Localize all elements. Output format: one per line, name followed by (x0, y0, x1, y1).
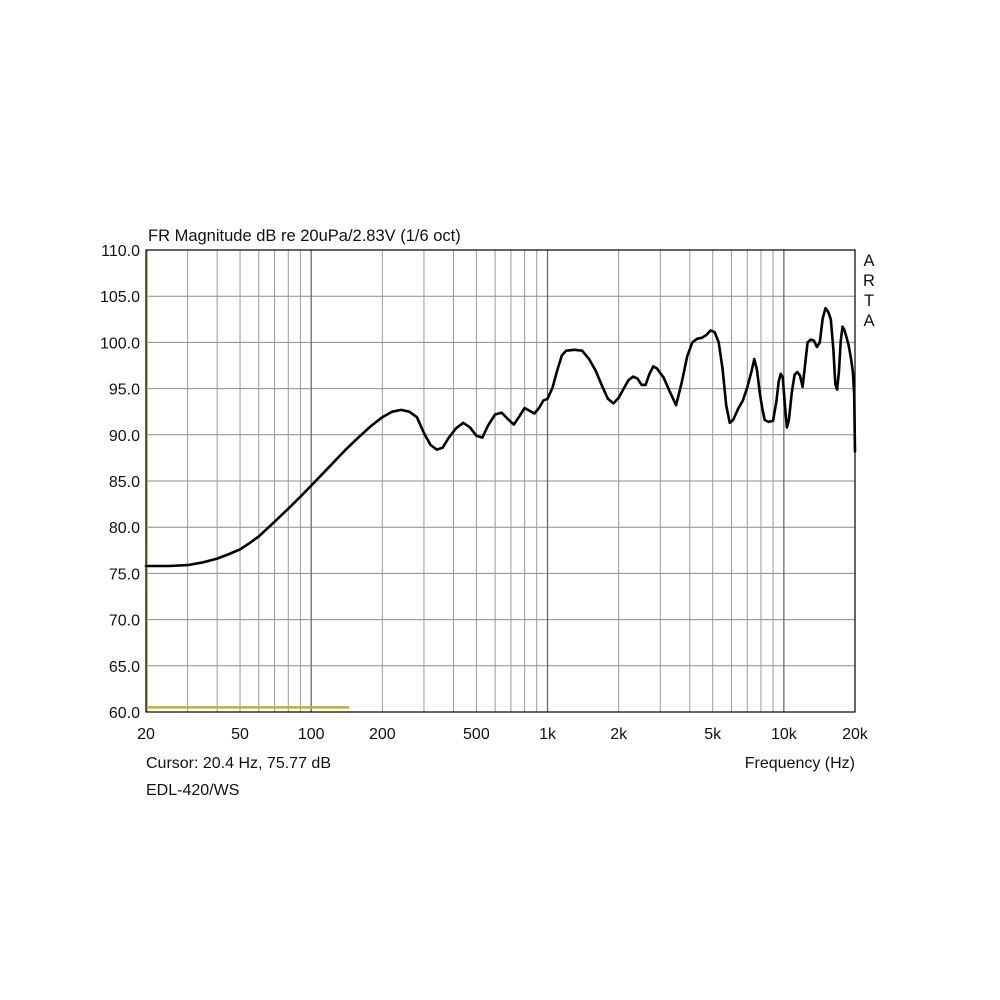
grid (146, 250, 855, 712)
y-tick-label: 75.0 (109, 566, 140, 583)
y-tick-label: 70.0 (109, 613, 140, 630)
y-tick-label: 95.0 (109, 382, 140, 399)
x-tick-label: 10k (771, 726, 798, 743)
y-tick-label: 100.0 (100, 335, 140, 352)
y-axis-tick-labels: 110.0 105.0 100.0 95.0 90.0 85.0 80.0 75.0 70.0 6… (100, 243, 140, 722)
brand-letter: A (863, 252, 874, 270)
brand-vertical: A R T A (863, 252, 875, 330)
y-tick-label: 65.0 (109, 659, 140, 676)
x-axis-label: Frequency (Hz) (745, 755, 855, 772)
x-tick-label: 2k (610, 726, 628, 743)
cursor-layer (146, 250, 350, 712)
x-tick-label: 20k (842, 726, 869, 743)
plot-frame (145, 249, 856, 713)
chart-title: FR Magnitude dB re 20uPa/2.83V (1/6 oct) (148, 227, 461, 245)
x-axis-tick-labels: 20 50 100 200 500 1k 2k 5k 10k 20k (137, 726, 869, 743)
y-tick-label: 105.0 (100, 289, 140, 306)
x-tick-label: 20 (137, 726, 155, 743)
x-tick-label: 100 (298, 726, 325, 743)
x-tick-label: 1k (539, 726, 557, 743)
measurement-caption: EDL-420/WS (146, 782, 239, 799)
y-tick-label: 80.0 (109, 520, 140, 537)
series-layer (144, 306, 857, 568)
brand-letter: A (863, 312, 874, 330)
cursor-readout: Cursor: 20.4 Hz, 75.77 dB (146, 755, 331, 772)
brand-letter: R (863, 272, 875, 290)
x-tick-label: 500 (463, 726, 490, 743)
y-tick-label: 110.0 (101, 243, 140, 260)
response-curve (144, 306, 857, 568)
brand-letter: T (864, 292, 874, 310)
x-tick-label: 50 (231, 726, 249, 743)
y-tick-label: 90.0 (109, 428, 140, 445)
x-tick-label: 200 (369, 726, 396, 743)
y-tick-label: 85.0 (109, 474, 140, 491)
x-tick-label: 5k (704, 726, 722, 743)
y-tick-label: 60.0 (109, 705, 140, 722)
